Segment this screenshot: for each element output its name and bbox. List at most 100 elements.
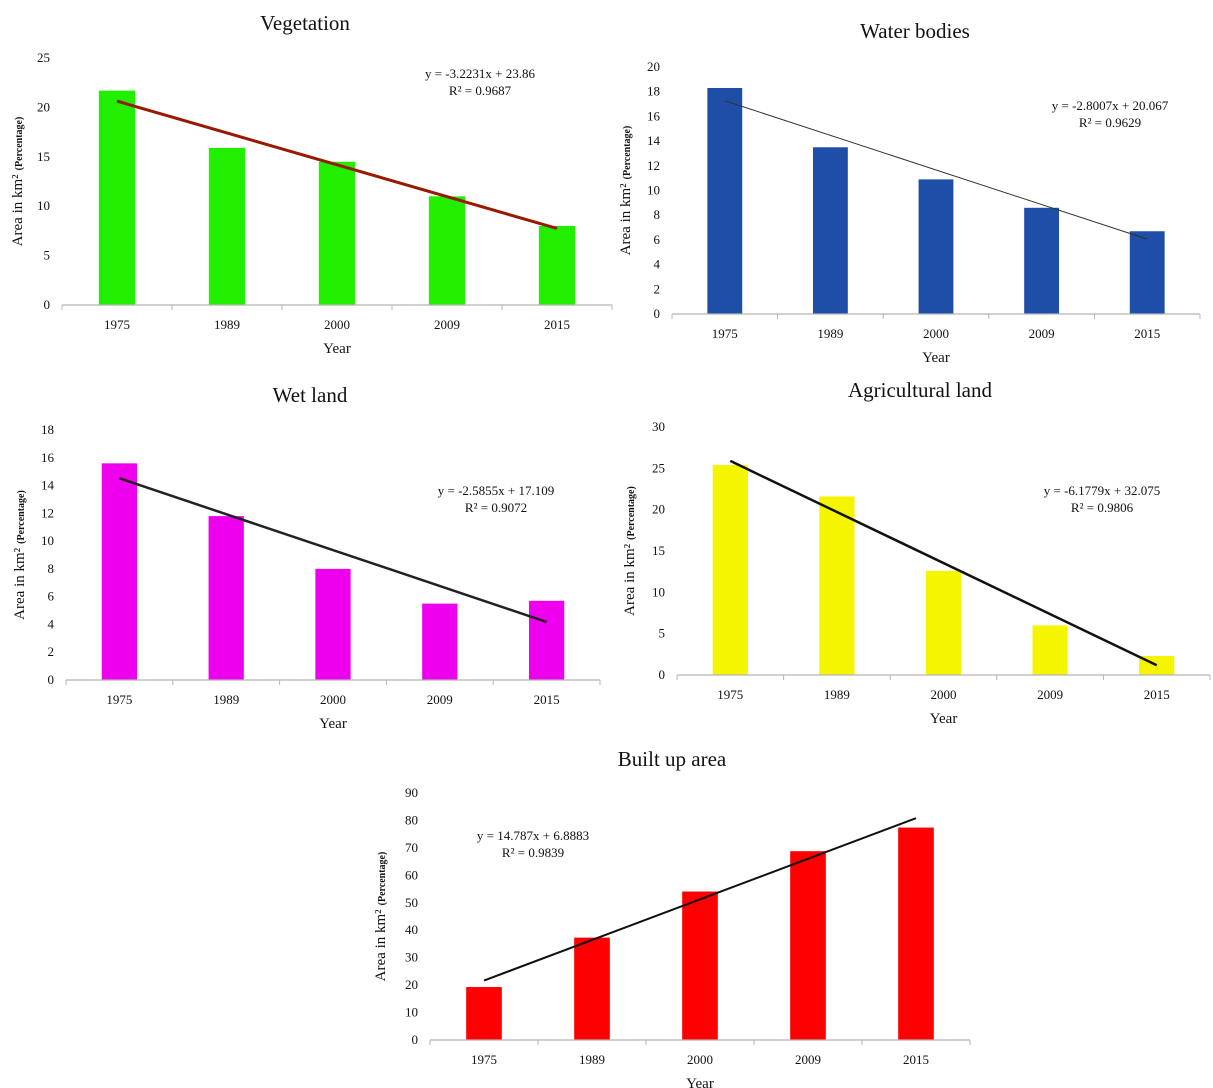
bar-2015 — [1129, 231, 1165, 314]
bar-1975 — [466, 987, 502, 1040]
x-tick-label: 2009 — [427, 692, 453, 707]
chart-title: Vegetation — [260, 11, 350, 35]
trendline-equation: y = -3.2231x + 23.86 — [425, 66, 535, 81]
y-tick-label: 2 — [654, 281, 661, 296]
built-up-area-chart: Built up area 0 10 20 30 40 50 60 70 80 90 1975 1989… — [373, 747, 971, 1088]
y-tick-label: 14 — [41, 478, 55, 493]
y-tick-label: 16 — [41, 450, 55, 465]
x-axis-label: Year — [319, 716, 347, 732]
y-tick-label: 15 — [37, 149, 50, 164]
r-squared-label: R² = 0.9839 — [502, 845, 564, 860]
agricultural-land-chart: Agricultural land 0 5 10 15 20 25 30 1975 1989 200… — [622, 378, 1211, 727]
y-tick-label: 18 — [41, 422, 54, 437]
y-axis-label: Area in km² (Percentage) — [622, 486, 638, 616]
y-tick-label: 0 — [654, 306, 661, 321]
y-tick-label: 0 — [44, 297, 51, 312]
bar-1989 — [812, 147, 848, 314]
bar-2009 — [1024, 207, 1060, 314]
y-axis-label: Area in km² (Percentage) — [10, 117, 26, 247]
trendline — [483, 817, 917, 982]
x-tick-label: 1975 — [106, 692, 132, 707]
bar-1989 — [208, 147, 246, 305]
bar-2009 — [422, 603, 458, 680]
y-tick-label: 16 — [647, 108, 661, 123]
y-axis-label: Area in km² (Percentage) — [12, 490, 28, 620]
y-tick-label: 70 — [405, 840, 418, 855]
y-tick-label: 10 — [652, 584, 665, 599]
trendline-equation: y = 14.787x + 6.8883 — [477, 828, 589, 843]
x-tick-label: 2000 — [320, 692, 346, 707]
x-tick-label: 1989 — [824, 687, 850, 702]
y-tick-label: 10 — [405, 1005, 418, 1020]
y-tick-label: 30 — [405, 950, 418, 965]
y-tick-label: 12 — [647, 158, 660, 173]
y-tick-label: 4 — [48, 616, 55, 631]
water-bodies-chart: Water bodies 0 2 4 6 8 10 12 14 16 18 20 1975 1989 200… — [618, 19, 1201, 366]
x-tick-label: 1975 — [717, 687, 743, 702]
y-tick-label: 40 — [405, 922, 418, 937]
bar-2015 — [898, 827, 934, 1040]
x-tick-label: 2015 — [544, 317, 570, 332]
y-tick-label: 25 — [37, 50, 50, 65]
bar-1989 — [208, 516, 244, 680]
x-axis-label: Year — [323, 341, 351, 357]
bar-2015 — [538, 225, 576, 305]
bar-2000 — [918, 179, 954, 314]
x-tick-label: 2000 — [324, 317, 350, 332]
y-axis-label-main: Area in km² — [373, 909, 389, 981]
r-squared-label: R² = 0.9072 — [465, 500, 527, 515]
x-tick-label: 2009 — [1037, 687, 1063, 702]
chart-title: Agricultural land — [848, 378, 993, 402]
x-tick-label: 1989 — [579, 1052, 605, 1067]
x-tick-label: 1989 — [817, 326, 843, 341]
y-tick-label: 50 — [405, 895, 418, 910]
x-tick-label: 2009 — [795, 1052, 821, 1067]
bar-1975 — [101, 463, 138, 680]
x-tick-label: 2015 — [1144, 687, 1170, 702]
y-tick-label: 10 — [37, 198, 50, 213]
bar-2000 — [318, 161, 356, 305]
y-axis-label-suffix: (Percentage) — [626, 486, 637, 540]
trendline-equation: y = -2.8007x + 20.067 — [1052, 98, 1169, 113]
y-tick-label: 8 — [654, 207, 661, 222]
trendline — [724, 100, 1148, 240]
x-tick-label: 2015 — [534, 692, 560, 707]
x-tick-label: 1975 — [471, 1052, 497, 1067]
r-squared-label: R² = 0.9629 — [1079, 115, 1141, 130]
y-tick-label: 25 — [652, 460, 665, 475]
y-axis-label-main: Area in km² — [622, 543, 638, 615]
bar-2000 — [925, 570, 962, 675]
y-tick-label: 30 — [652, 419, 665, 434]
vegetation-chart: Vegetation 0 5 10 15 20 25 1975 1989 2000 2009 2015… — [10, 11, 613, 357]
y-tick-label: 80 — [405, 812, 418, 827]
y-axis-label-main: Area in km² — [12, 547, 28, 619]
bar-2015 — [528, 600, 565, 680]
y-tick-label: 0 — [659, 667, 666, 682]
y-tick-label: 18 — [647, 84, 660, 99]
trendline — [116, 99, 558, 230]
x-tick-label: 1975 — [712, 326, 738, 341]
y-axis-label-suffix: (Percentage) — [14, 117, 25, 171]
y-tick-label: 90 — [405, 785, 418, 800]
trendline-equation: y = -2.5855x + 17.109 — [438, 483, 555, 498]
x-tick-label: 2000 — [923, 326, 949, 341]
x-tick-label: 1975 — [104, 317, 130, 332]
y-tick-label: 8 — [48, 561, 55, 576]
x-tick-label: 2009 — [434, 317, 460, 332]
bar-1975 — [707, 87, 743, 315]
y-tick-label: 2 — [48, 644, 55, 659]
x-axis-label: Year — [930, 711, 958, 727]
trendline — [729, 459, 1158, 667]
bar-2009 — [1032, 625, 1068, 675]
y-tick-label: 6 — [48, 589, 55, 604]
wet-land-chart: Wet land 0 2 4 6 8 10 12 14 16 18 1975 1989 2000 2009 2… — [12, 383, 601, 732]
y-tick-label: 20 — [37, 99, 50, 114]
x-axis-label: Year — [686, 1076, 714, 1088]
y-tick-label: 0 — [412, 1032, 419, 1047]
bar-2009 — [428, 196, 466, 305]
y-axis-label: Area in km² (Percentage) — [618, 126, 634, 256]
y-tick-label: 14 — [647, 133, 661, 148]
bar-1989 — [574, 937, 610, 1040]
y-axis-label-suffix: (Percentage) — [622, 126, 633, 180]
y-tick-label: 6 — [654, 232, 661, 247]
